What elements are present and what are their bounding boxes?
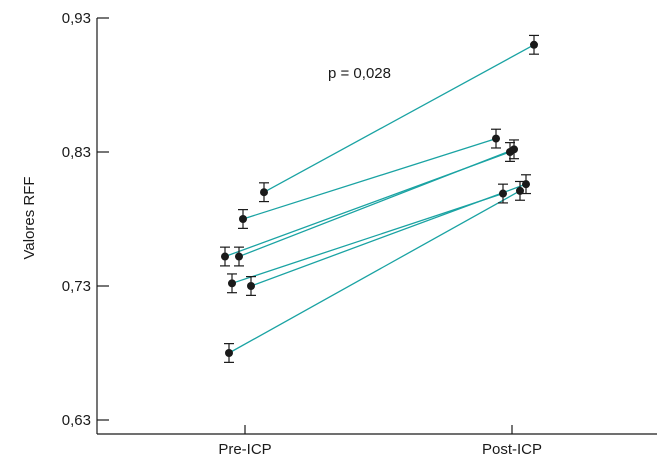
y-axis-title: Valores RFF [21,176,38,259]
data-point [235,252,243,261]
data-point [239,215,247,223]
pre-point [224,343,234,363]
x-tick-label: Pre-ICP [218,441,271,458]
y-tick-label: 0,63 [62,412,91,429]
pre-point [227,273,237,294]
data-point [516,186,524,195]
x-tick-label: Post-ICP [482,441,542,458]
pair-lines [224,44,535,354]
data-point [221,252,229,261]
y-tick-label: 0,73 [62,278,91,295]
data-point [530,40,538,49]
post-point [491,128,501,149]
pre-point [220,246,230,267]
p-value-annotation: p = 0,028 [328,65,391,82]
axes: 0,63 0,73 0,83 0,93 Pre-ICP Post-ICP [62,10,657,458]
post-point [515,180,525,201]
pair-line [231,192,504,284]
data-point [492,134,500,143]
data-point [510,145,518,154]
y-tick-label: 0,93 [62,10,91,27]
data-point [228,279,236,288]
post-point [509,139,519,160]
pair-line [238,148,515,258]
pair-line [263,44,535,193]
pair-line [228,190,521,354]
pre-point [246,276,256,296]
y-tick-label: 0,83 [62,144,91,161]
pre-point [259,182,269,203]
data-point [522,180,530,189]
pre-point [234,246,244,267]
data-point [247,282,255,290]
pre-point [238,209,248,229]
pair-line [250,183,527,287]
pair-line [242,137,497,220]
data-markers [220,34,539,363]
data-point [225,349,233,357]
post-point [498,183,508,204]
data-point [499,189,507,198]
data-point [260,188,268,197]
post-point [529,34,539,55]
